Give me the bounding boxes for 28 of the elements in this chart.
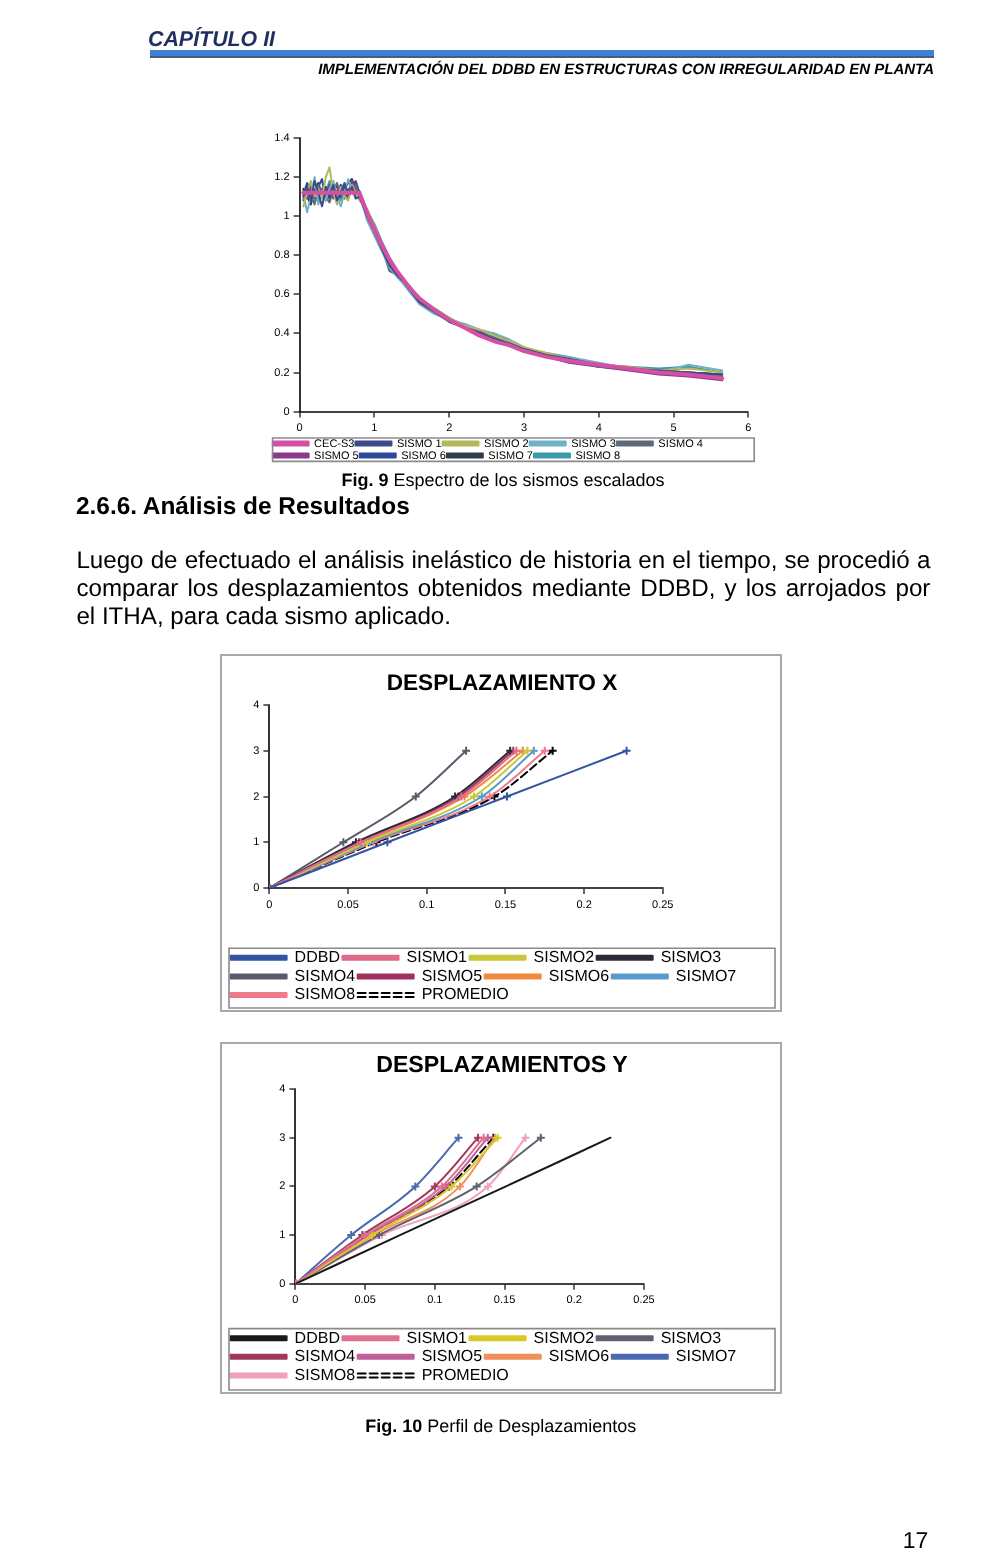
legend-label: SISMO5 xyxy=(421,966,484,985)
legend-label: SISMO8 xyxy=(294,1365,357,1384)
legend-label: SISMO1 xyxy=(406,1328,469,1347)
caption: Fig. 10 Perfil de Desplazamientos xyxy=(365,1415,637,1436)
legend-label: SISMO7 xyxy=(675,966,738,985)
legend-label: DDBD xyxy=(294,948,341,967)
caption: Fig. 9 Espectro de los sismos escalados xyxy=(341,470,665,491)
chart-title: DESPLAZAMIENTOS Y xyxy=(376,1051,629,1078)
chart-title: DESPLAZAMIENTO X xyxy=(386,671,619,696)
legend-label: SISMO8 xyxy=(294,985,357,1004)
legend-label: SISMO7 xyxy=(675,1347,738,1366)
legend-label: SISMO3 xyxy=(660,1328,723,1347)
text: Luego de efectuado el análisis inelástico de historia en el tiempo, se procedió a comparar los desplazamientos obtenidos mediante DDBD, y los arrojados por el ITHA, para cada sismo aplicado. xyxy=(76,546,931,631)
legend-label: SISMO5 xyxy=(421,1347,484,1366)
legend-label: PROMEDIO xyxy=(421,1365,509,1384)
legend-label: SISMO2 xyxy=(533,1328,596,1347)
text: CAPÍTULO II xyxy=(148,27,276,51)
legend-label: SISMO4 xyxy=(294,1347,357,1366)
legend-label: SISMO3 xyxy=(660,948,723,967)
legend-label: DDBD xyxy=(294,1328,341,1347)
legend-label: SISMO1 xyxy=(406,948,469,967)
legend-label: PROMEDIO xyxy=(421,985,509,1004)
text: 17 xyxy=(902,1530,929,1555)
text: 2.6.6. Análisis de Resultados xyxy=(76,492,410,520)
legend-label: SISMO6 xyxy=(548,966,611,985)
legend-label: SISMO4 xyxy=(294,966,357,985)
legend-label: SISMO2 xyxy=(533,948,596,967)
legend-label: SISMO6 xyxy=(548,1347,611,1366)
